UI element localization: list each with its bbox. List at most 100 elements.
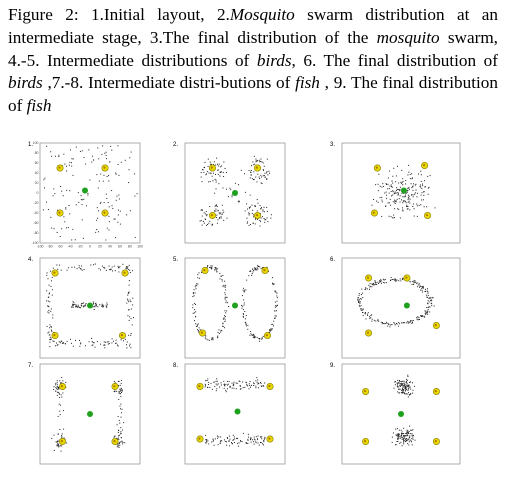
agent-point: [424, 312, 426, 314]
agent-point: [401, 169, 403, 171]
agent-point: [417, 319, 419, 321]
agent-point: [414, 193, 416, 195]
agent-point: [424, 310, 426, 312]
agent-point: [379, 281, 381, 283]
agent-point: [206, 380, 208, 382]
agent-point: [411, 382, 413, 384]
agent-point: [252, 209, 254, 211]
agent-point: [398, 182, 400, 184]
agent-point: [223, 317, 225, 319]
agent-point: [225, 383, 227, 385]
agent-point: [213, 444, 215, 446]
agent-point: [242, 315, 244, 317]
agent-point: [246, 222, 248, 224]
agent-point: [258, 338, 260, 340]
agent-point: [252, 268, 254, 270]
agent-point: [116, 437, 118, 439]
agent-point: [403, 385, 405, 387]
agent-point: [397, 436, 399, 438]
agent-point: [387, 188, 389, 190]
agent-point: [222, 325, 224, 327]
agent-point: [403, 383, 405, 385]
target-marker-core: [113, 440, 116, 443]
agent-point: [267, 174, 269, 176]
agent-point: [408, 164, 410, 166]
agent-point: [51, 155, 53, 157]
agent-point: [220, 331, 222, 333]
agent-point: [409, 178, 411, 180]
agent-point: [118, 392, 120, 394]
agent-point: [129, 343, 131, 345]
agent-point: [427, 193, 429, 195]
agent-point: [122, 263, 124, 265]
agent-point: [402, 277, 404, 279]
agent-point: [208, 172, 210, 174]
agent-point: [43, 179, 45, 181]
agent-point: [60, 340, 62, 342]
target-marker-core: [363, 440, 367, 443]
agent-point: [49, 334, 51, 336]
agent-point: [404, 384, 406, 386]
agent-point: [130, 301, 132, 303]
agent-point: [430, 299, 432, 301]
agent-point: [59, 264, 61, 266]
agent-point: [56, 388, 58, 390]
agent-point: [72, 158, 74, 160]
agent-point: [96, 305, 98, 307]
agent-point: [239, 388, 241, 390]
agent-point: [250, 386, 252, 388]
agent-point: [128, 291, 130, 293]
agent-point: [215, 383, 217, 385]
agent-point: [114, 390, 116, 392]
agent-point: [72, 304, 74, 306]
agent-point: [358, 301, 360, 303]
agent-point: [127, 294, 129, 296]
agent-point: [256, 159, 258, 161]
agent-point: [243, 302, 245, 304]
agent-point: [228, 380, 230, 382]
agent-point: [215, 188, 217, 190]
agent-point: [250, 439, 252, 441]
agent-point: [105, 306, 107, 308]
agent-point: [226, 217, 228, 219]
agent-point: [397, 434, 399, 436]
agent-point: [54, 155, 56, 157]
agent-point: [397, 379, 399, 381]
agent-point: [253, 164, 255, 166]
agent-point: [54, 193, 56, 195]
agent-point: [56, 441, 58, 443]
target-marker-core: [203, 269, 206, 272]
agent-point: [262, 267, 264, 269]
agent-point: [226, 310, 228, 312]
agent-point: [118, 174, 120, 176]
agent-point: [113, 380, 115, 382]
agent-point: [258, 176, 260, 178]
agent-point: [362, 309, 364, 311]
caption-text-run: Figure 2: 1.Initial layout, 2.: [8, 5, 230, 24]
agent-point: [247, 438, 249, 440]
agent-point: [246, 442, 248, 444]
agent-point: [193, 320, 195, 322]
agent-point: [370, 317, 372, 319]
agent-point: [397, 436, 399, 438]
y-tick-label: -40: [33, 211, 38, 215]
agent-point: [224, 440, 226, 442]
agent-point: [195, 326, 197, 328]
agent-point: [392, 217, 394, 219]
agent-point: [406, 322, 408, 324]
agent-point: [80, 195, 82, 197]
agent-point: [260, 442, 262, 444]
agent-point: [421, 315, 423, 317]
agent-point: [91, 344, 93, 346]
agent-point: [413, 208, 415, 210]
agent-point: [392, 175, 394, 177]
agent-point: [405, 389, 407, 391]
agent-point: [117, 432, 119, 434]
agent-point: [391, 279, 393, 281]
agent-point: [359, 298, 361, 300]
agent-point: [255, 387, 257, 389]
agent-point: [427, 310, 429, 312]
agent-point: [214, 210, 216, 212]
agent-point: [71, 239, 73, 241]
caption-text-run: , 9. The final distribution of: [8, 73, 498, 116]
